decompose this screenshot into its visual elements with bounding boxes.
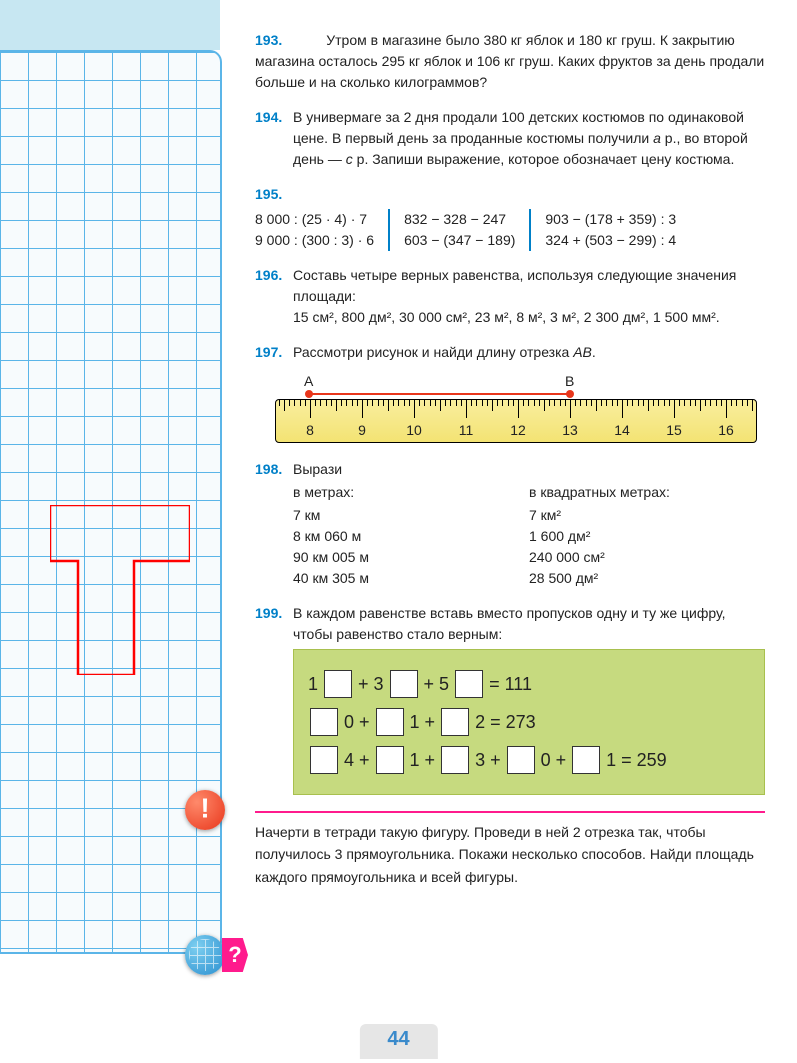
- top-band: [0, 0, 220, 50]
- blank-box: [376, 746, 404, 774]
- problem-number: 194.: [255, 107, 282, 128]
- problem-number: 193.: [255, 30, 282, 51]
- blank-box: [455, 670, 483, 698]
- textbook-page: ? 193. Утром в магазине было 380 кг ябло…: [0, 0, 797, 1063]
- problem-text: Рассмотри рисунок и найди длину отрезка …: [255, 342, 765, 363]
- right-column: в квадратных метрах: 7 км² 1 600 дм² 240…: [529, 482, 765, 589]
- two-column-list: в метрах: 7 км 8 км 060 м 90 км 005 м 40…: [293, 482, 765, 589]
- expression: 324 + (503 − 299) : 4: [545, 230, 676, 251]
- value: 240 000 см²: [529, 547, 765, 568]
- problem-body: Вырази в метрах: 7 км 8 км 060 м 90 км 0…: [255, 459, 765, 589]
- expression-table: 8 000 : (25 · 4) · 7 9 000 : (300 : 3) ·…: [255, 209, 765, 251]
- value: 40 км 305 м: [293, 568, 529, 589]
- problem-number: 199.: [255, 603, 282, 624]
- value: 28 500 дм²: [529, 568, 765, 589]
- equation-2: 0 + 1 + 2 = 273: [308, 708, 750, 736]
- ruler: 78910111213141516: [275, 399, 757, 443]
- ruler-number: 15: [666, 420, 682, 441]
- ruler-number: 13: [562, 420, 578, 441]
- ruler-number: 11: [459, 420, 474, 441]
- problem-title: Вырази: [293, 459, 765, 480]
- blank-box: [390, 670, 418, 698]
- problem-194: 194. В универмаге за 2 дня продали 100 д…: [255, 107, 765, 170]
- problem-text: В универмаге за 2 дня продали 100 детски…: [255, 107, 765, 170]
- point-b-label: В: [565, 371, 574, 392]
- globe-badge-icon: [185, 935, 225, 975]
- problem-199: 199. В каждом равенстве вставь вместо пр…: [255, 603, 765, 795]
- blank-box: [441, 746, 469, 774]
- ruler-number: 16: [718, 420, 734, 441]
- value: 90 км 005 м: [293, 547, 529, 568]
- blank-box: [324, 670, 352, 698]
- problem-text: Составь четыре верных равенства, использ…: [255, 265, 765, 328]
- equation-box: 1 + 3 + 5 = 111 0 + 1 + 2 = 273 4 + 1 + …: [293, 649, 765, 795]
- expression: 903 − (178 + 359) : 3: [545, 209, 676, 230]
- problem-number: 196.: [255, 265, 282, 286]
- expression: 8 000 : (25 · 4) · 7: [255, 209, 374, 230]
- ruler-number: 12: [510, 420, 526, 441]
- problem-text: Утром в магазине было 380 кг яблок и 180…: [255, 32, 764, 90]
- problem-number: 195.: [255, 184, 765, 205]
- values-list: 15 см², 800 дм², 30 000 см², 23 м², 8 м²…: [293, 309, 720, 325]
- point-a-label: А: [304, 371, 313, 392]
- problem-text: В каждом равенстве вставь вместо пропуск…: [255, 603, 765, 645]
- blank-box: [572, 746, 600, 774]
- ruler-number: 8: [306, 420, 314, 441]
- final-task-text: Начерти в тетради такую фигуру. Проведи …: [255, 813, 765, 888]
- page-number: 44: [359, 1024, 437, 1059]
- problem-193: 193. Утром в магазине было 380 кг яблок …: [255, 30, 765, 93]
- problem-196: 196. Составь четыре верных равенства, ис…: [255, 265, 765, 328]
- ruler-number: 14: [614, 420, 630, 441]
- expr-col: 8 000 : (25 · 4) · 7 9 000 : (300 : 3) ·…: [255, 209, 388, 251]
- value: 8 км 060 м: [293, 526, 529, 547]
- blank-box: [441, 708, 469, 736]
- blank-box: [310, 708, 338, 736]
- ruler-figure: А В 78910111213141516: [275, 375, 765, 445]
- point-b-dot: [566, 390, 574, 398]
- problem-197: 197. Рассмотри рисунок и найди длину отр…: [255, 342, 765, 445]
- value: 7 км²: [529, 505, 765, 526]
- expr-col: 903 − (178 + 359) : 3 324 + (503 − 299) …: [529, 209, 690, 251]
- expression: 832 − 328 − 247: [404, 209, 515, 230]
- left-column: в метрах: 7 км 8 км 060 м 90 км 005 м 40…: [293, 482, 529, 589]
- problem-198: 198. Вырази в метрах: 7 км 8 км 060 м 90…: [255, 459, 765, 589]
- blank-box: [376, 708, 404, 736]
- expression: 9 000 : (300 : 3) · 6: [255, 230, 374, 251]
- content-area: 193. Утром в магазине было 380 кг яблок …: [255, 30, 765, 888]
- ruler-number: 9: [358, 420, 366, 441]
- column-header: в метрах:: [293, 482, 529, 503]
- equation-3: 4 + 1 + 3 + 0 + 1 = 259: [308, 746, 750, 774]
- value: 7 км: [293, 505, 529, 526]
- question-badge-icon: ?: [222, 938, 248, 972]
- point-a-dot: [305, 390, 313, 398]
- red-polygon-figure: [50, 505, 190, 675]
- equation-1: 1 + 3 + 5 = 111: [308, 670, 750, 698]
- problem-number: 197.: [255, 342, 282, 363]
- value: 1 600 дм²: [529, 526, 765, 547]
- exclamation-badge-icon: [185, 790, 225, 830]
- expression: 603 − (347 − 189): [404, 230, 515, 251]
- segment-ab: [308, 393, 570, 395]
- expr-col: 832 − 328 − 247 603 − (347 − 189): [388, 209, 529, 251]
- problem-195: 195. 8 000 : (25 · 4) · 7 9 000 : (300 :…: [255, 184, 765, 251]
- problem-number: 198.: [255, 459, 282, 480]
- blank-box: [310, 746, 338, 774]
- ruler-number: 10: [406, 420, 422, 441]
- blank-box: [507, 746, 535, 774]
- column-header: в квадратных метрах:: [529, 482, 765, 503]
